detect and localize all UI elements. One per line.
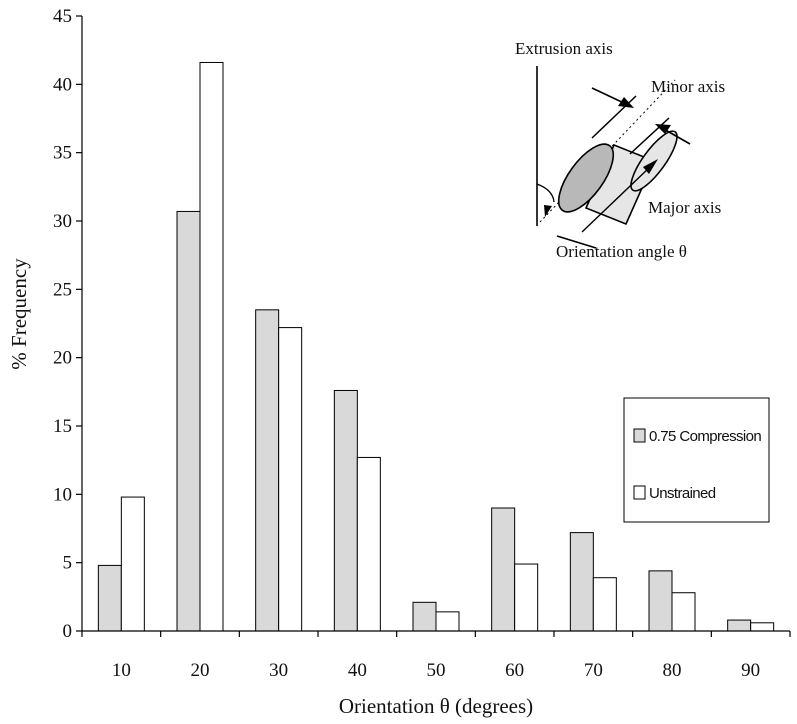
y-tick-label-5: 25: [53, 279, 72, 300]
bar-compression-30: [255, 309, 280, 632]
label-major-axis: Major axis: [648, 198, 721, 217]
legend-swatch-compression: [633, 428, 646, 443]
y-tick-label-6: 30: [53, 211, 72, 232]
y-tick-label-8: 40: [53, 74, 72, 95]
minor-axis-extension-line: [591, 95, 637, 139]
label-minor-axis: Minor axis: [651, 77, 725, 96]
x-tick-label-50: 50: [427, 660, 446, 681]
x-tick-label-20: 20: [191, 660, 210, 681]
cylinder-front-face: [557, 143, 615, 213]
bar-compression-20: [176, 210, 201, 632]
minor-axis-extension-line-2: [629, 117, 670, 155]
legend: 0.75 Compression Unstrained: [623, 397, 770, 523]
y-tick-label-1: 5: [63, 553, 73, 574]
y-tick-label-9: 45: [53, 6, 72, 27]
bar-unstrained-30: [278, 327, 303, 632]
label-orientation-angle: Orientation angle θ: [556, 242, 687, 261]
legend-label-unstrained: Unstrained: [649, 485, 716, 502]
bar-unstrained-80: [671, 592, 696, 632]
major-axis-arrow: [581, 166, 651, 233]
y-tick-label-0: 0: [63, 621, 73, 642]
inset-orientation-diagram: Extrusion axis Minor axis Major axis Ori…: [515, 39, 725, 261]
bar-unstrained-60: [514, 563, 539, 632]
bar-unstrained-50: [435, 611, 460, 632]
bar-compression-90: [727, 619, 752, 632]
bar-compression-10: [97, 564, 122, 632]
major-axis-arrowhead-icon: [643, 159, 658, 174]
minor-axis-arrow-left: [591, 87, 627, 105]
minor-axis-arrowhead-left-icon: [618, 97, 634, 108]
x-tick-label-10: 10: [112, 660, 131, 681]
x-tick-label-80: 80: [663, 660, 682, 681]
x-tick-label-40: 40: [348, 660, 367, 681]
bar-unstrained-70: [592, 577, 617, 632]
major-axis-extension-line: [556, 235, 597, 249]
legend-label-compression: 0.75 Compression: [649, 428, 761, 445]
bar-compression-40: [333, 389, 358, 632]
bar-unstrained-90: [750, 622, 775, 632]
y-tick-label-3: 15: [53, 416, 72, 437]
orientation-angle-arrowhead-icon: [544, 205, 552, 217]
x-tick-label-30: 30: [269, 660, 288, 681]
bar-unstrained-40: [356, 456, 381, 632]
y-axis-title: % Frequency: [7, 258, 31, 370]
cylinder-end-face: [630, 130, 678, 192]
bar-unstrained-10: [120, 496, 145, 632]
x-tick-label-90: 90: [741, 660, 760, 681]
orientation-angle-arc: [536, 183, 555, 203]
plot-area: 0 5 10 15 20 25 30 35 40 45 10 20 30 40 50 60 70 80 90: [53, 6, 791, 681]
y-tick-label-2: 10: [53, 484, 72, 505]
x-axis-title: Orientation θ (degrees): [339, 694, 533, 718]
x-tick-label-60: 60: [505, 660, 524, 681]
minor-axis-arrowhead-right-icon: [655, 124, 671, 134]
bar-compression-80: [648, 570, 673, 632]
legend-swatch-unstrained: [633, 485, 646, 500]
bar-compression-50: [412, 601, 437, 632]
label-extrusion-axis: Extrusion axis: [515, 39, 613, 58]
x-tick-label-70: 70: [584, 660, 603, 681]
bar-unstrained-20: [199, 61, 224, 632]
legend-box: [623, 397, 770, 523]
bar-compression-70: [569, 532, 594, 632]
y-tick-label-7: 35: [53, 143, 72, 164]
bar-compression-60: [491, 507, 516, 632]
y-tick-label-4: 20: [53, 348, 72, 369]
